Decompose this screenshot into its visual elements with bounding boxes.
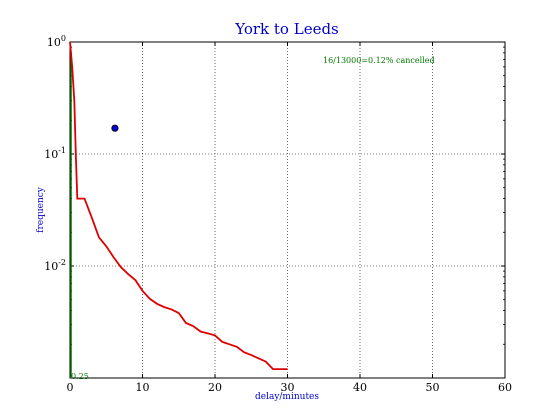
y-tick-label: 10-1 [44, 146, 66, 161]
cancelled-annotation: 16/13000=0.12% cancelled [323, 56, 435, 65]
chart-title: York to Leeds [234, 20, 339, 38]
delay-curve [69, 41, 288, 371]
y-tick-label: 10-2 [44, 258, 66, 273]
x-tick-label: 40 [353, 381, 367, 394]
x-tick-label: 10 [136, 381, 150, 394]
x-tick-label: 50 [426, 381, 440, 394]
marker-point [111, 124, 119, 132]
x-axis-label: delay/minutes [255, 392, 319, 402]
x-tick-label: 20 [208, 381, 222, 394]
y-axis-ticks: 100 10-1 10-2 [44, 34, 505, 345]
lower-label: 0.25 [71, 372, 89, 381]
x-tick-label: 30 [281, 381, 295, 394]
x-tick-label: 0 [67, 381, 74, 394]
x-axis-ticks: 0 10 20 30 40 50 60 [67, 42, 512, 394]
y-tick-label: 100 [47, 34, 66, 49]
x-tick-label: 60 [498, 381, 512, 394]
y-axis-label: frequency [36, 186, 46, 233]
grid [70, 42, 505, 378]
